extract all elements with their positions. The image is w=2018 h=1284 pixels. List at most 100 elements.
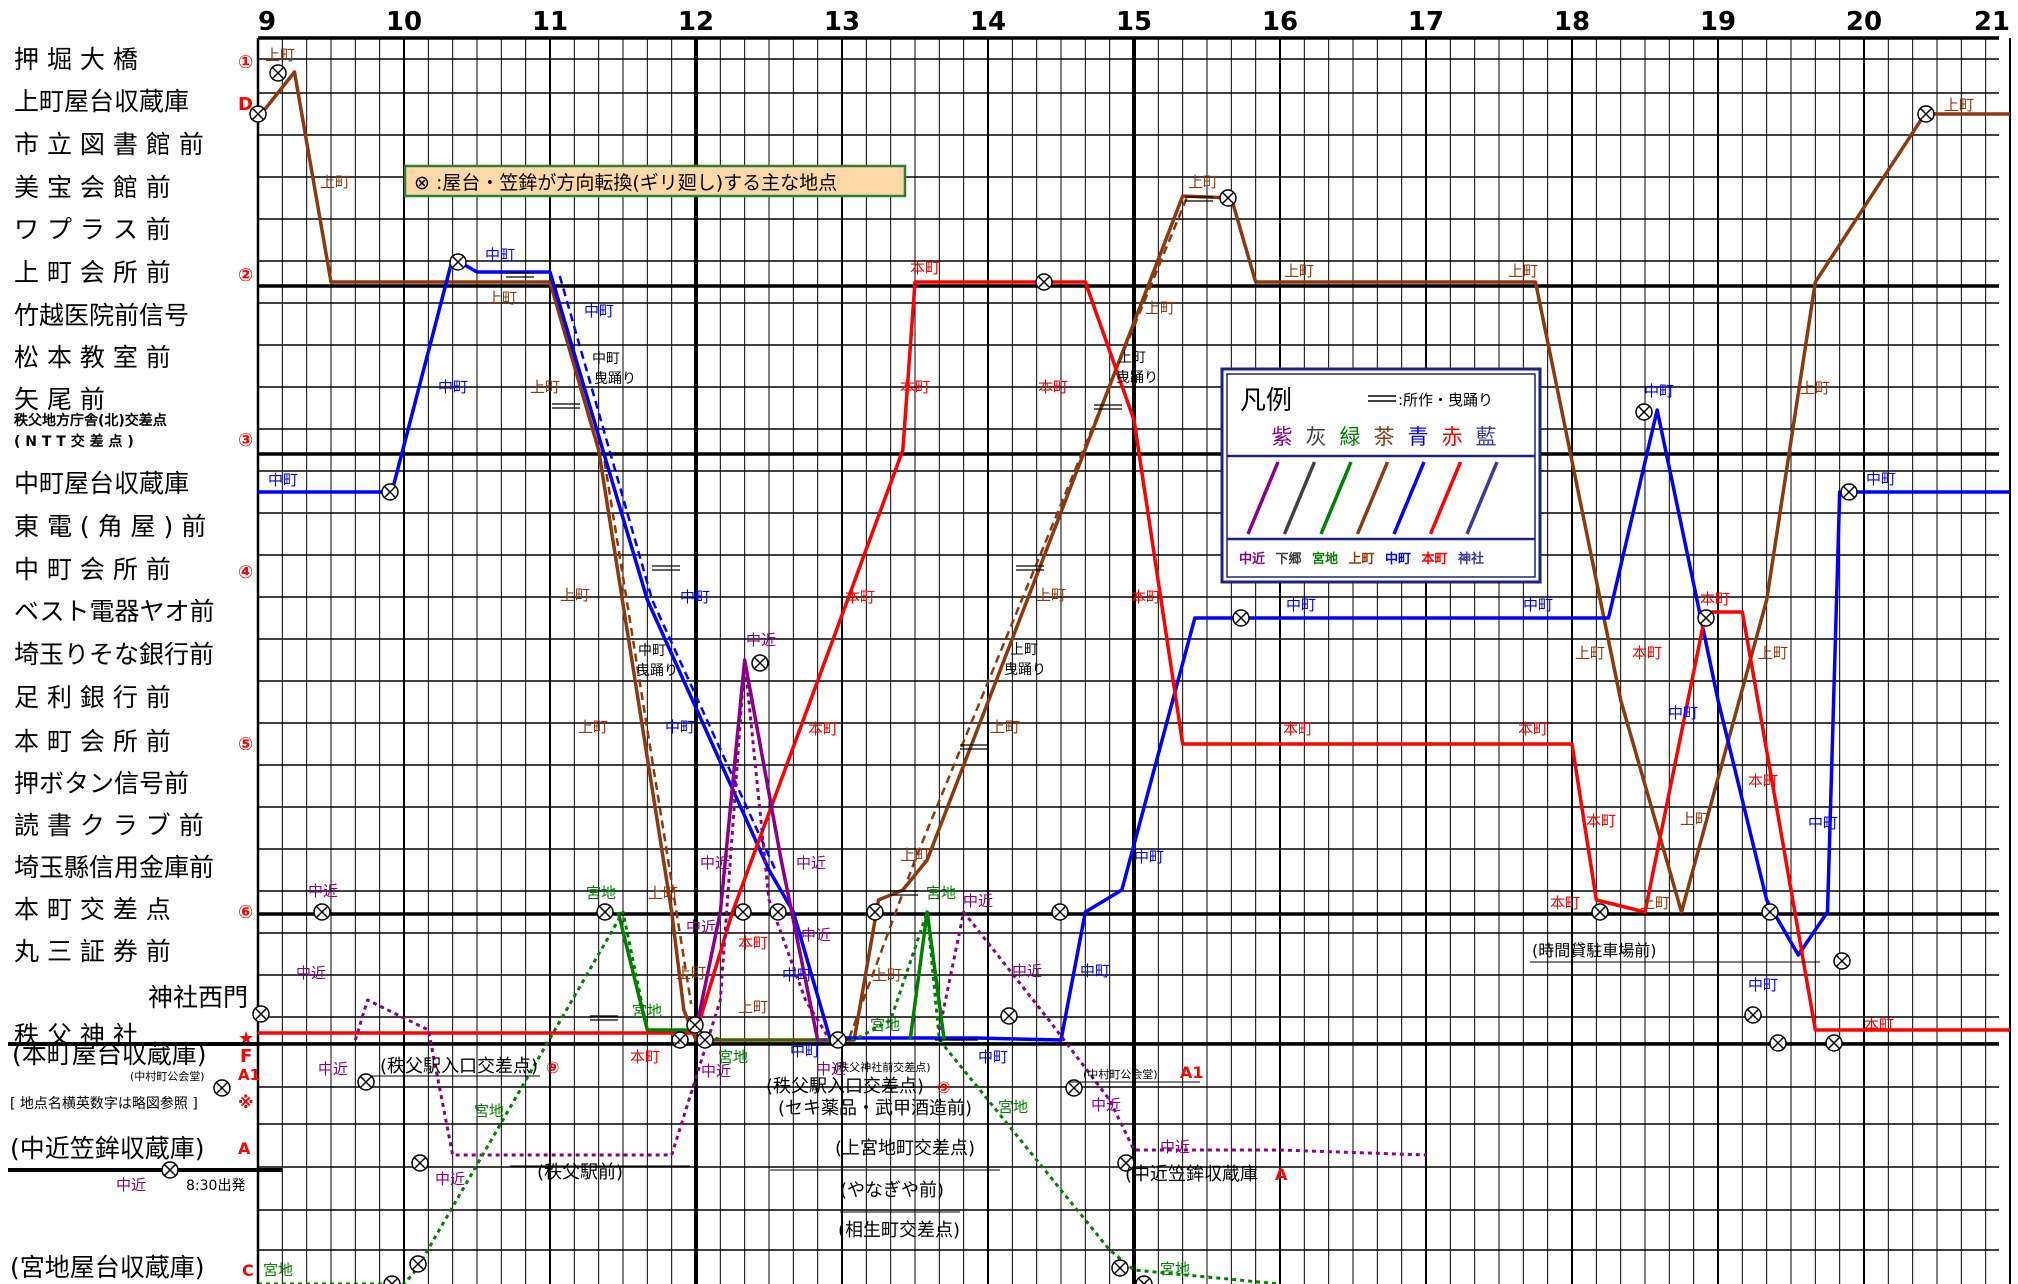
turn-cross xyxy=(1037,275,1051,289)
legend-swatch-line xyxy=(1246,461,1280,535)
lower-mark: A1 xyxy=(238,1066,260,1084)
route-label: 上町 xyxy=(320,173,350,191)
turn-marker xyxy=(449,253,467,271)
route-miyaji xyxy=(258,910,1281,1284)
legend-swatch-line xyxy=(1282,461,1317,535)
turn-cross xyxy=(1763,905,1777,919)
turn-cross xyxy=(1002,1009,1016,1023)
turn-cross xyxy=(451,255,465,269)
turn-cross xyxy=(1919,107,1933,121)
route-label: 中近 xyxy=(1160,1138,1190,1156)
station-name: ( N T T 交 差 点 ) xyxy=(14,433,134,450)
time-grid xyxy=(256,36,2011,1284)
hour-label: 21 xyxy=(1974,7,2010,37)
lower-mark: ※ xyxy=(238,1093,254,1112)
turn-marker xyxy=(866,903,884,921)
route-label: 本町 xyxy=(1550,894,1580,912)
route-label: 中近 xyxy=(116,1176,146,1194)
station-mark: D xyxy=(238,94,253,115)
route-label: 中町 xyxy=(1134,848,1164,866)
route-label: 宮地 xyxy=(998,1098,1028,1116)
route-label: 中町 xyxy=(680,588,710,606)
station-name: 竹越医院前信号 xyxy=(14,301,189,330)
turn-marker xyxy=(1769,1034,1787,1052)
route-label: 中町 xyxy=(1808,814,1838,832)
legend-color-name: 紫 xyxy=(1272,425,1293,449)
station-name: 埼玉縣信用金庫前 xyxy=(14,853,214,882)
place-note: (秩父駅入口交差点) xyxy=(766,1076,924,1097)
place-note: (やなぎや前) xyxy=(840,1180,944,1201)
hour-label: 12 xyxy=(678,7,714,37)
legend-color-name: 藍 xyxy=(1476,425,1497,449)
route-label: 上町 xyxy=(1036,586,1066,604)
turn-cross xyxy=(1593,905,1607,919)
route-label: 上町 xyxy=(1758,644,1788,662)
turn-marker xyxy=(1917,105,1935,123)
station-mark: ⑤ xyxy=(238,734,253,755)
station-mark: ② xyxy=(238,265,253,286)
hour-labels: 9 10 11 12 13 14 15 16 17 18 19 20 21 xyxy=(258,7,2010,37)
legend-group-name: 本町 xyxy=(1421,551,1447,567)
route-label: 中町 xyxy=(438,378,468,396)
route-miyaji xyxy=(908,910,946,1041)
route-label: 宮地 xyxy=(870,1016,900,1034)
turn-marker xyxy=(671,1031,689,1049)
route-label: 本町 xyxy=(900,378,930,396)
turn-cross xyxy=(1234,611,1248,625)
place-note: (相生町交差点) xyxy=(838,1220,960,1241)
route-label: 上町 xyxy=(1800,379,1830,397)
turn-marker xyxy=(381,483,399,501)
station-name: 押ボタン信号前 xyxy=(14,769,189,798)
place-note: (中近笠鉾収蔵庫 xyxy=(1125,1164,1258,1185)
turn-marker xyxy=(1000,1007,1018,1025)
route-label: 中近 xyxy=(1012,962,1042,980)
route-label: 本町 xyxy=(1586,812,1616,830)
dance-note: 上町 xyxy=(1118,350,1146,366)
station-name: 本 町 交 差 点 xyxy=(14,895,171,924)
route-label: 中町 xyxy=(1748,976,1778,994)
turn-cross xyxy=(215,1081,229,1095)
turn-markers xyxy=(161,64,1935,1284)
route-label: 上町 xyxy=(738,998,768,1016)
turn-marker xyxy=(1065,1079,1083,1097)
turn-marker xyxy=(411,1154,429,1172)
turn-cross xyxy=(1221,191,1235,205)
route-label: 宮地 xyxy=(474,1102,504,1120)
route-label: 宮地 xyxy=(718,1048,748,1066)
station-name: 矢 尾 前 xyxy=(14,385,105,414)
turn-marker xyxy=(1744,1006,1762,1024)
lower-mark: A xyxy=(238,1139,251,1158)
turn-cross xyxy=(1637,405,1651,419)
hour-label: 16 xyxy=(1262,7,1298,37)
route-nakamachi-dance xyxy=(558,275,778,873)
route-label: 中近 xyxy=(746,631,776,649)
route-label: 上町 xyxy=(560,586,590,604)
hour-label: 13 xyxy=(824,7,860,37)
turn-cross xyxy=(1067,1081,1081,1095)
hour-label: 17 xyxy=(1408,7,1444,37)
turn-circle xyxy=(1135,1275,1153,1284)
route-label: 本町 xyxy=(910,259,940,277)
turn-marker xyxy=(161,1161,179,1179)
station-name: 中 町 会 所 前 xyxy=(14,555,171,584)
turn-marker xyxy=(1825,1034,1843,1052)
route-kamimachi-dance xyxy=(848,195,1189,1039)
route-label: 中近 xyxy=(963,892,993,910)
turn-cross xyxy=(411,1257,425,1271)
route-label: 本町 xyxy=(1748,772,1778,790)
route-label: 上町 xyxy=(265,46,295,64)
notice-box: ⊗ :屋台・笠鉾が方向転換(ギリ廻し)する主な地点 xyxy=(403,164,907,198)
route-label: 上町 xyxy=(1508,262,1538,280)
turn-cross xyxy=(1746,1008,1760,1022)
route-label: 上町 xyxy=(487,289,517,307)
route-label: 中町 xyxy=(1644,382,1674,400)
route-label: 上町 xyxy=(1284,262,1314,280)
turn-marker xyxy=(313,903,331,921)
turn-cross xyxy=(251,107,265,121)
turn-cross xyxy=(1771,1036,1785,1050)
route-label: 宮地 xyxy=(263,1261,293,1279)
route-label: 本町 xyxy=(1864,1016,1894,1034)
place-note: (秩父神社前交差点) xyxy=(834,1060,931,1074)
dance-note: 曳踊り xyxy=(594,371,636,387)
